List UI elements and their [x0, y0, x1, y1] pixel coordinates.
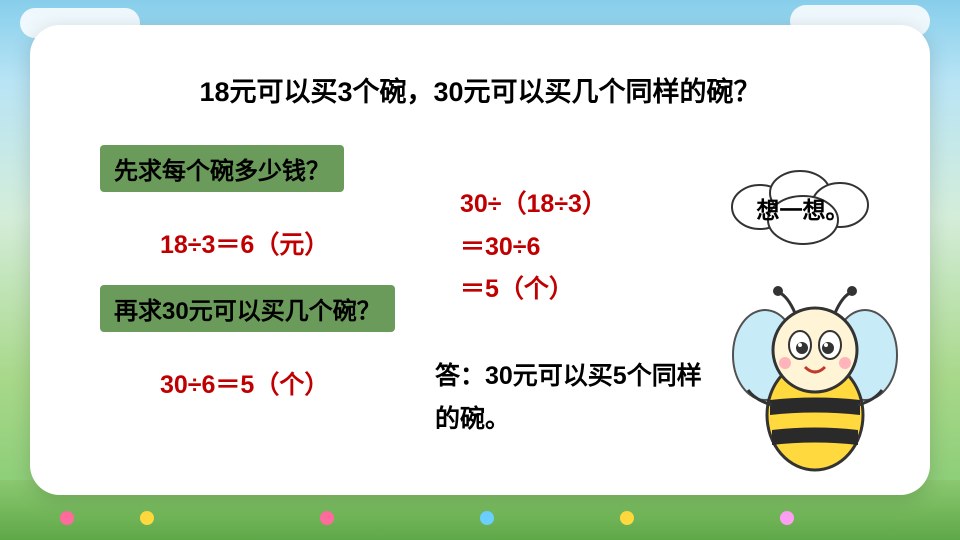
- equation-1: 18÷3＝6（元）: [160, 225, 329, 261]
- bubble-label: 想一想。: [757, 191, 849, 225]
- answer-text: 答：30元可以买5个同样的碗。: [435, 355, 715, 440]
- flower-decoration: [140, 511, 154, 525]
- bee-character-icon: [730, 285, 900, 475]
- flower-decoration: [60, 511, 74, 525]
- thought-bubble: 想一想。: [725, 165, 880, 250]
- step-badge-2: 再求30元可以买几个碗？: [100, 285, 395, 332]
- main-question: 18元可以买3个碗，30元可以买几个同样的碗？: [80, 70, 880, 109]
- content-card: 18元可以买3个碗，30元可以买几个同样的碗？ 先求每个碗多少钱？ 18÷3＝6…: [30, 25, 930, 495]
- step-badge-1: 先求每个碗多少钱？: [100, 145, 344, 192]
- combined-line-3: ＝5（个）: [460, 268, 607, 311]
- combined-line-1: 30÷（18÷3）: [460, 183, 607, 226]
- flower-decoration: [620, 511, 634, 525]
- flower-decoration: [480, 511, 494, 525]
- equation-2: 30÷6＝5（个）: [160, 365, 329, 401]
- flower-decoration: [320, 511, 334, 525]
- combined-equation: 30÷（18÷3） ＝30÷6 ＝5（个）: [460, 183, 607, 311]
- combined-line-2: ＝30÷6: [460, 226, 607, 269]
- flower-decoration: [780, 511, 794, 525]
